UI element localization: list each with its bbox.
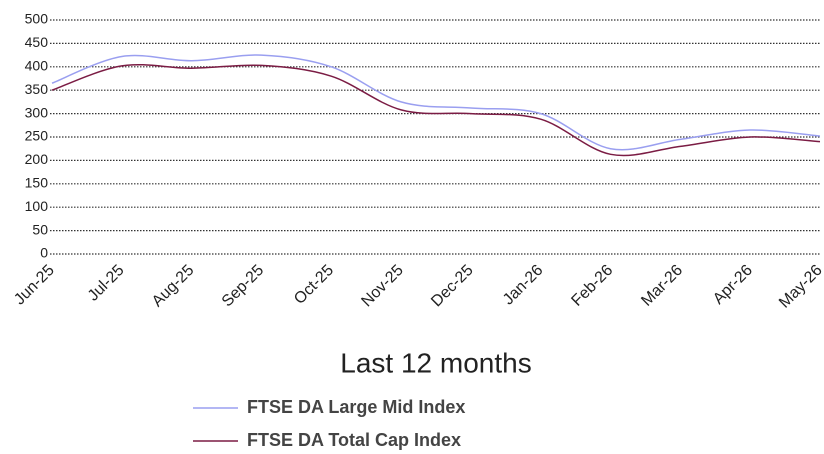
x-tick-label: Jun-25 (11, 262, 58, 309)
y-tick-label: 300 (25, 104, 49, 120)
x-tick-label: Sep-25 (219, 262, 268, 311)
x-tick-label: Mar-26 (638, 262, 686, 310)
y-tick-label: 250 (25, 128, 49, 144)
y-tick-label: 0 (40, 245, 48, 261)
x-tick-label: Feb-26 (568, 262, 616, 310)
x-tick-label: Dec-25 (428, 262, 477, 311)
series-line (51, 63, 821, 157)
x-tick-label: Jan-26 (500, 262, 547, 309)
y-tick-label: 350 (25, 81, 49, 97)
x-tick-label: Aug-25 (149, 262, 198, 311)
legend-label: FTSE DA Large Mid Index (247, 397, 465, 417)
y-tick-label: 450 (25, 34, 49, 50)
x-tick-label: Jul-25 (85, 262, 128, 305)
legend-label: FTSE DA Total Cap Index (247, 430, 461, 450)
y-tick-label: 50 (32, 221, 48, 237)
y-tick-label: 500 (25, 11, 49, 27)
y-tick-label: 150 (25, 175, 49, 191)
chart-title: Last 12 months (340, 347, 531, 378)
y-tick-label: 200 (25, 151, 49, 167)
y-tick-label: 100 (25, 198, 49, 214)
x-tick-label: Oct-25 (291, 262, 337, 308)
x-tick-label: Apr-26 (710, 262, 756, 308)
x-tick-label: May-26 (776, 262, 824, 312)
y-tick-label: 400 (25, 58, 49, 74)
x-tick-label: Nov-25 (358, 262, 407, 311)
series-line (51, 54, 821, 151)
